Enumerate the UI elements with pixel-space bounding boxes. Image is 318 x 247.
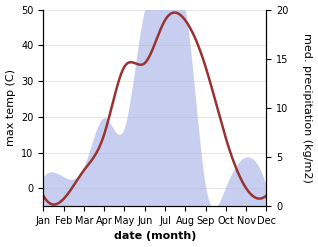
Y-axis label: med. precipitation (kg/m2): med. precipitation (kg/m2)	[302, 33, 313, 183]
Y-axis label: max temp (C): max temp (C)	[5, 69, 16, 146]
X-axis label: date (month): date (month)	[114, 231, 196, 242]
